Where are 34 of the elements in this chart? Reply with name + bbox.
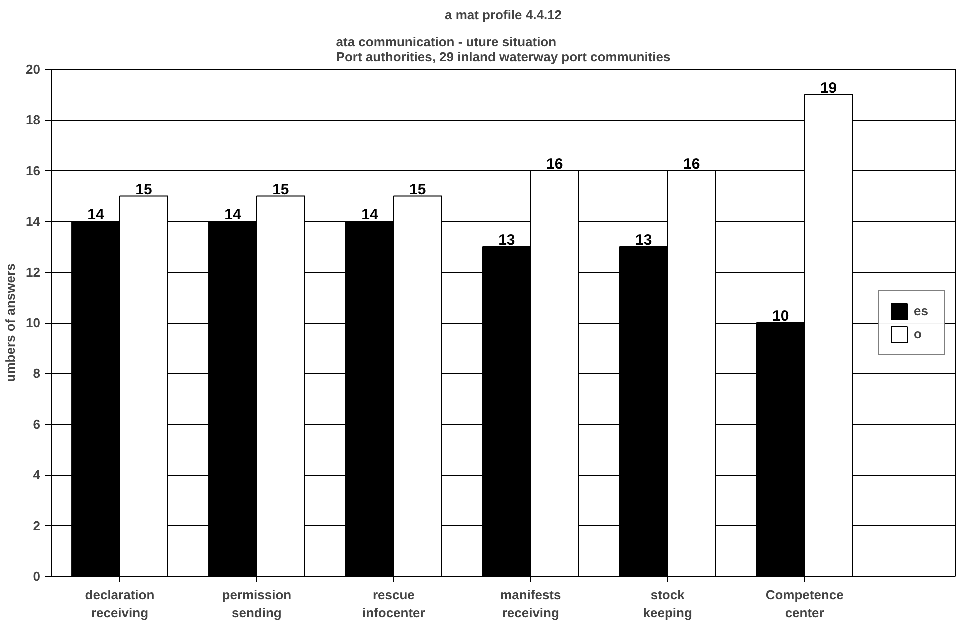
legend-label: es: [914, 304, 930, 318]
data-label: 13: [636, 232, 652, 249]
y-tick-label: 10: [26, 316, 41, 330]
data-label: 14: [88, 206, 106, 224]
x-tick-label: Competence center: [766, 588, 844, 620]
x-tick-label: manifests receiving: [500, 588, 562, 620]
data-label: 16: [546, 156, 564, 173]
legend-label: o: [914, 326, 923, 342]
chart-subtitle: ata communication - uture situation Port authorities, 29 inland waterway port communities: [336, 34, 671, 64]
data-label: 15: [410, 181, 426, 198]
x-tick-label: declaration receiving: [85, 588, 155, 620]
y-tick-label: 6: [33, 416, 41, 432]
y-tick-label: 20: [26, 62, 41, 77]
data-label: 13: [498, 232, 516, 249]
y-tick-label: 0: [33, 569, 41, 584]
data-label: 14: [362, 206, 379, 224]
data-label: 10: [772, 308, 790, 325]
y-tick-label: 14: [26, 214, 42, 230]
y-tick-label: 4: [33, 468, 42, 483]
y-tick-label: 18: [26, 112, 41, 128]
chart-title: a mat profile 4.4.12: [444, 8, 562, 22]
data-label: 19: [820, 80, 838, 97]
y-tick-label: 12: [26, 264, 41, 280]
x-tick-label: permission sending: [222, 588, 292, 620]
x-tick-label: rescue infocenter: [362, 588, 426, 620]
data-label: 15: [136, 181, 152, 198]
data-label: 16: [683, 156, 700, 173]
data-label: 15: [272, 181, 290, 198]
x-tick-label: stock keeping: [643, 588, 692, 620]
y-tick-label: 8: [33, 366, 41, 382]
y-axis-title: umbers of answers: [3, 264, 18, 382]
y-tick-label: 2: [33, 518, 41, 534]
y-tick-label: 16: [26, 163, 41, 178]
data-label: 14: [224, 206, 242, 224]
